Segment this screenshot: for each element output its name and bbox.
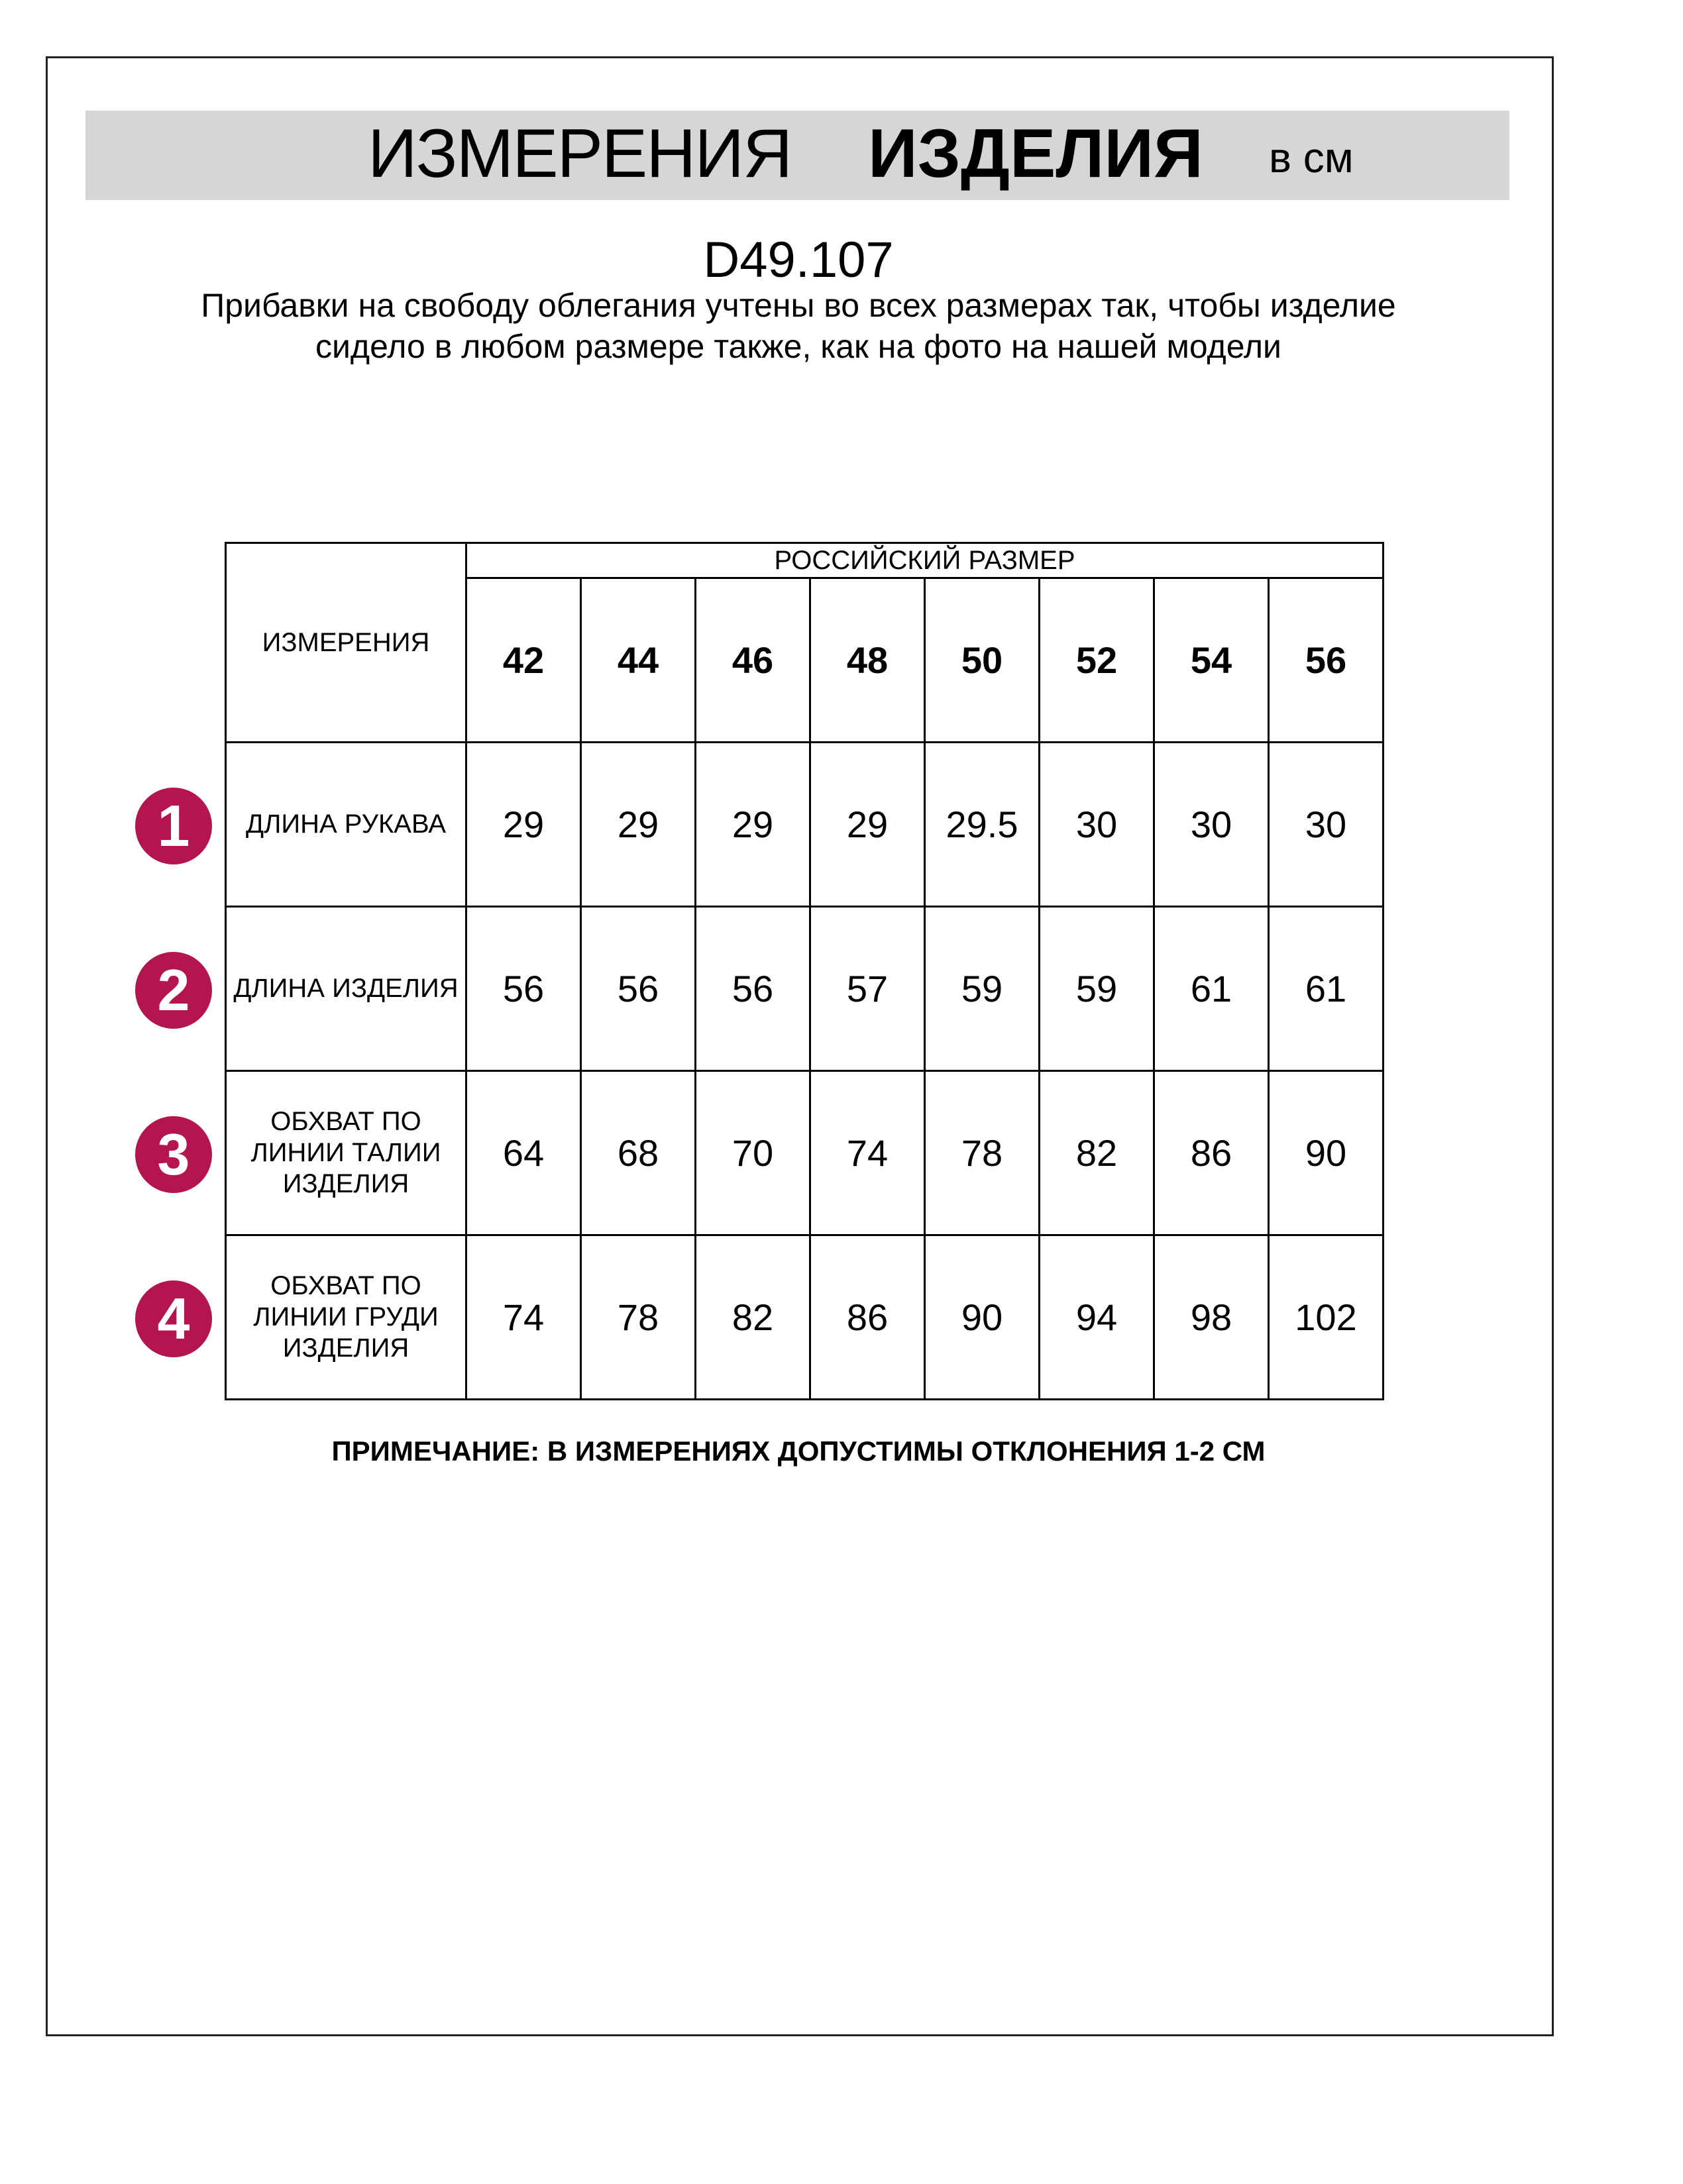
value-cell: 29 <box>465 741 582 908</box>
value-cell: 68 <box>580 1070 696 1236</box>
value-cell: 59 <box>924 906 1040 1072</box>
value-cell: 29.5 <box>924 741 1040 908</box>
value-cell: 98 <box>1153 1234 1270 1400</box>
value-cell: 90 <box>924 1234 1040 1400</box>
row-label: ОБХВАТ ПО ЛИНИИ ГРУДИ ИЗДЕЛИЯ <box>225 1234 467 1400</box>
table-row: ОБХВАТ ПО ЛИНИИ ТАЛИИ ИЗДЕЛИЯ 64 68 70 74 78 8… <box>225 1070 1384 1236</box>
value-cell: 30 <box>1268 741 1384 908</box>
value-cell: 74 <box>465 1234 582 1400</box>
value-cell: 56 <box>465 906 582 1072</box>
table-row: ДЛИНА ИЗДЕЛИЯ 56 56 56 57 59 59 61 61 <box>225 906 1384 1072</box>
value-cell: 82 <box>1038 1070 1155 1236</box>
value-cell: 29 <box>694 741 811 908</box>
value-cell: 29 <box>580 741 696 908</box>
value-cell: 56 <box>694 906 811 1072</box>
size-header: 42 <box>465 577 582 743</box>
row-number-badge: 3 <box>135 1116 212 1193</box>
size-table: ИЗМЕРЕНИЯ РОССИЙСКИЙ РАЗМЕР 42 44 46 48 50 52 54… <box>225 542 1384 1400</box>
size-header: 50 <box>924 577 1040 743</box>
value-cell: 61 <box>1153 906 1270 1072</box>
product-code: D49.107 <box>703 232 894 288</box>
value-cell: 59 <box>1038 906 1155 1072</box>
value-cell: 90 <box>1268 1070 1384 1236</box>
size-header: 48 <box>809 577 926 743</box>
size-header: 56 <box>1268 577 1384 743</box>
value-cell: 61 <box>1268 906 1384 1072</box>
value-cell: 86 <box>809 1234 926 1400</box>
table-row: ДЛИНА РУКАВА 29 29 29 29 29.5 30 30 30 <box>225 741 1384 908</box>
row-number-badge: 1 <box>135 788 212 864</box>
title-band <box>85 111 1509 200</box>
page-frame <box>46 56 1554 2036</box>
value-cell: 57 <box>809 906 926 1072</box>
size-header: 44 <box>580 577 696 743</box>
title-regular: ИЗМЕРЕНИЯ <box>368 115 792 192</box>
title-bold: ИЗДЕЛИЯ <box>868 115 1203 192</box>
size-header: 46 <box>694 577 811 743</box>
note: ПРИМЕЧАНИЕ: В ИЗМЕРЕНИЯХ ДОПУСТИМЫ ОТКЛО… <box>331 1435 1266 1467</box>
value-cell: 70 <box>694 1070 811 1236</box>
row-label: ДЛИНА РУКАВА <box>225 741 467 908</box>
value-cell: 30 <box>1038 741 1155 908</box>
row-number-badge: 4 <box>135 1280 212 1357</box>
value-cell: 30 <box>1153 741 1270 908</box>
row-label: ОБХВАТ ПО ЛИНИИ ТАЛИИ ИЗДЕЛИЯ <box>225 1070 467 1236</box>
size-header: 52 <box>1038 577 1155 743</box>
value-cell: 86 <box>1153 1070 1270 1236</box>
description: Прибавки на свободу облегания учтены во … <box>201 287 1396 365</box>
value-cell: 82 <box>694 1234 811 1400</box>
value-cell: 94 <box>1038 1234 1155 1400</box>
value-cell: 74 <box>809 1070 926 1236</box>
value-cell: 64 <box>465 1070 582 1236</box>
title-unit: в см <box>1269 134 1354 182</box>
table-row: ОБХВАТ ПО ЛИНИИ ГРУДИ ИЗДЕЛИЯ 74 78 82 86 90 9… <box>225 1234 1384 1400</box>
measurements-header: ИЗМЕРЕНИЯ <box>225 542 467 743</box>
row-label: ДЛИНА ИЗДЕЛИЯ <box>225 906 467 1072</box>
value-cell: 56 <box>580 906 696 1072</box>
value-cell: 102 <box>1268 1234 1384 1400</box>
value-cell: 78 <box>924 1070 1040 1236</box>
row-number-badge: 2 <box>135 952 212 1029</box>
value-cell: 78 <box>580 1234 696 1400</box>
size-group-header: РОССИЙСКИЙ РАЗМЕР <box>465 542 1384 579</box>
value-cell: 29 <box>809 741 926 908</box>
size-header: 54 <box>1153 577 1270 743</box>
